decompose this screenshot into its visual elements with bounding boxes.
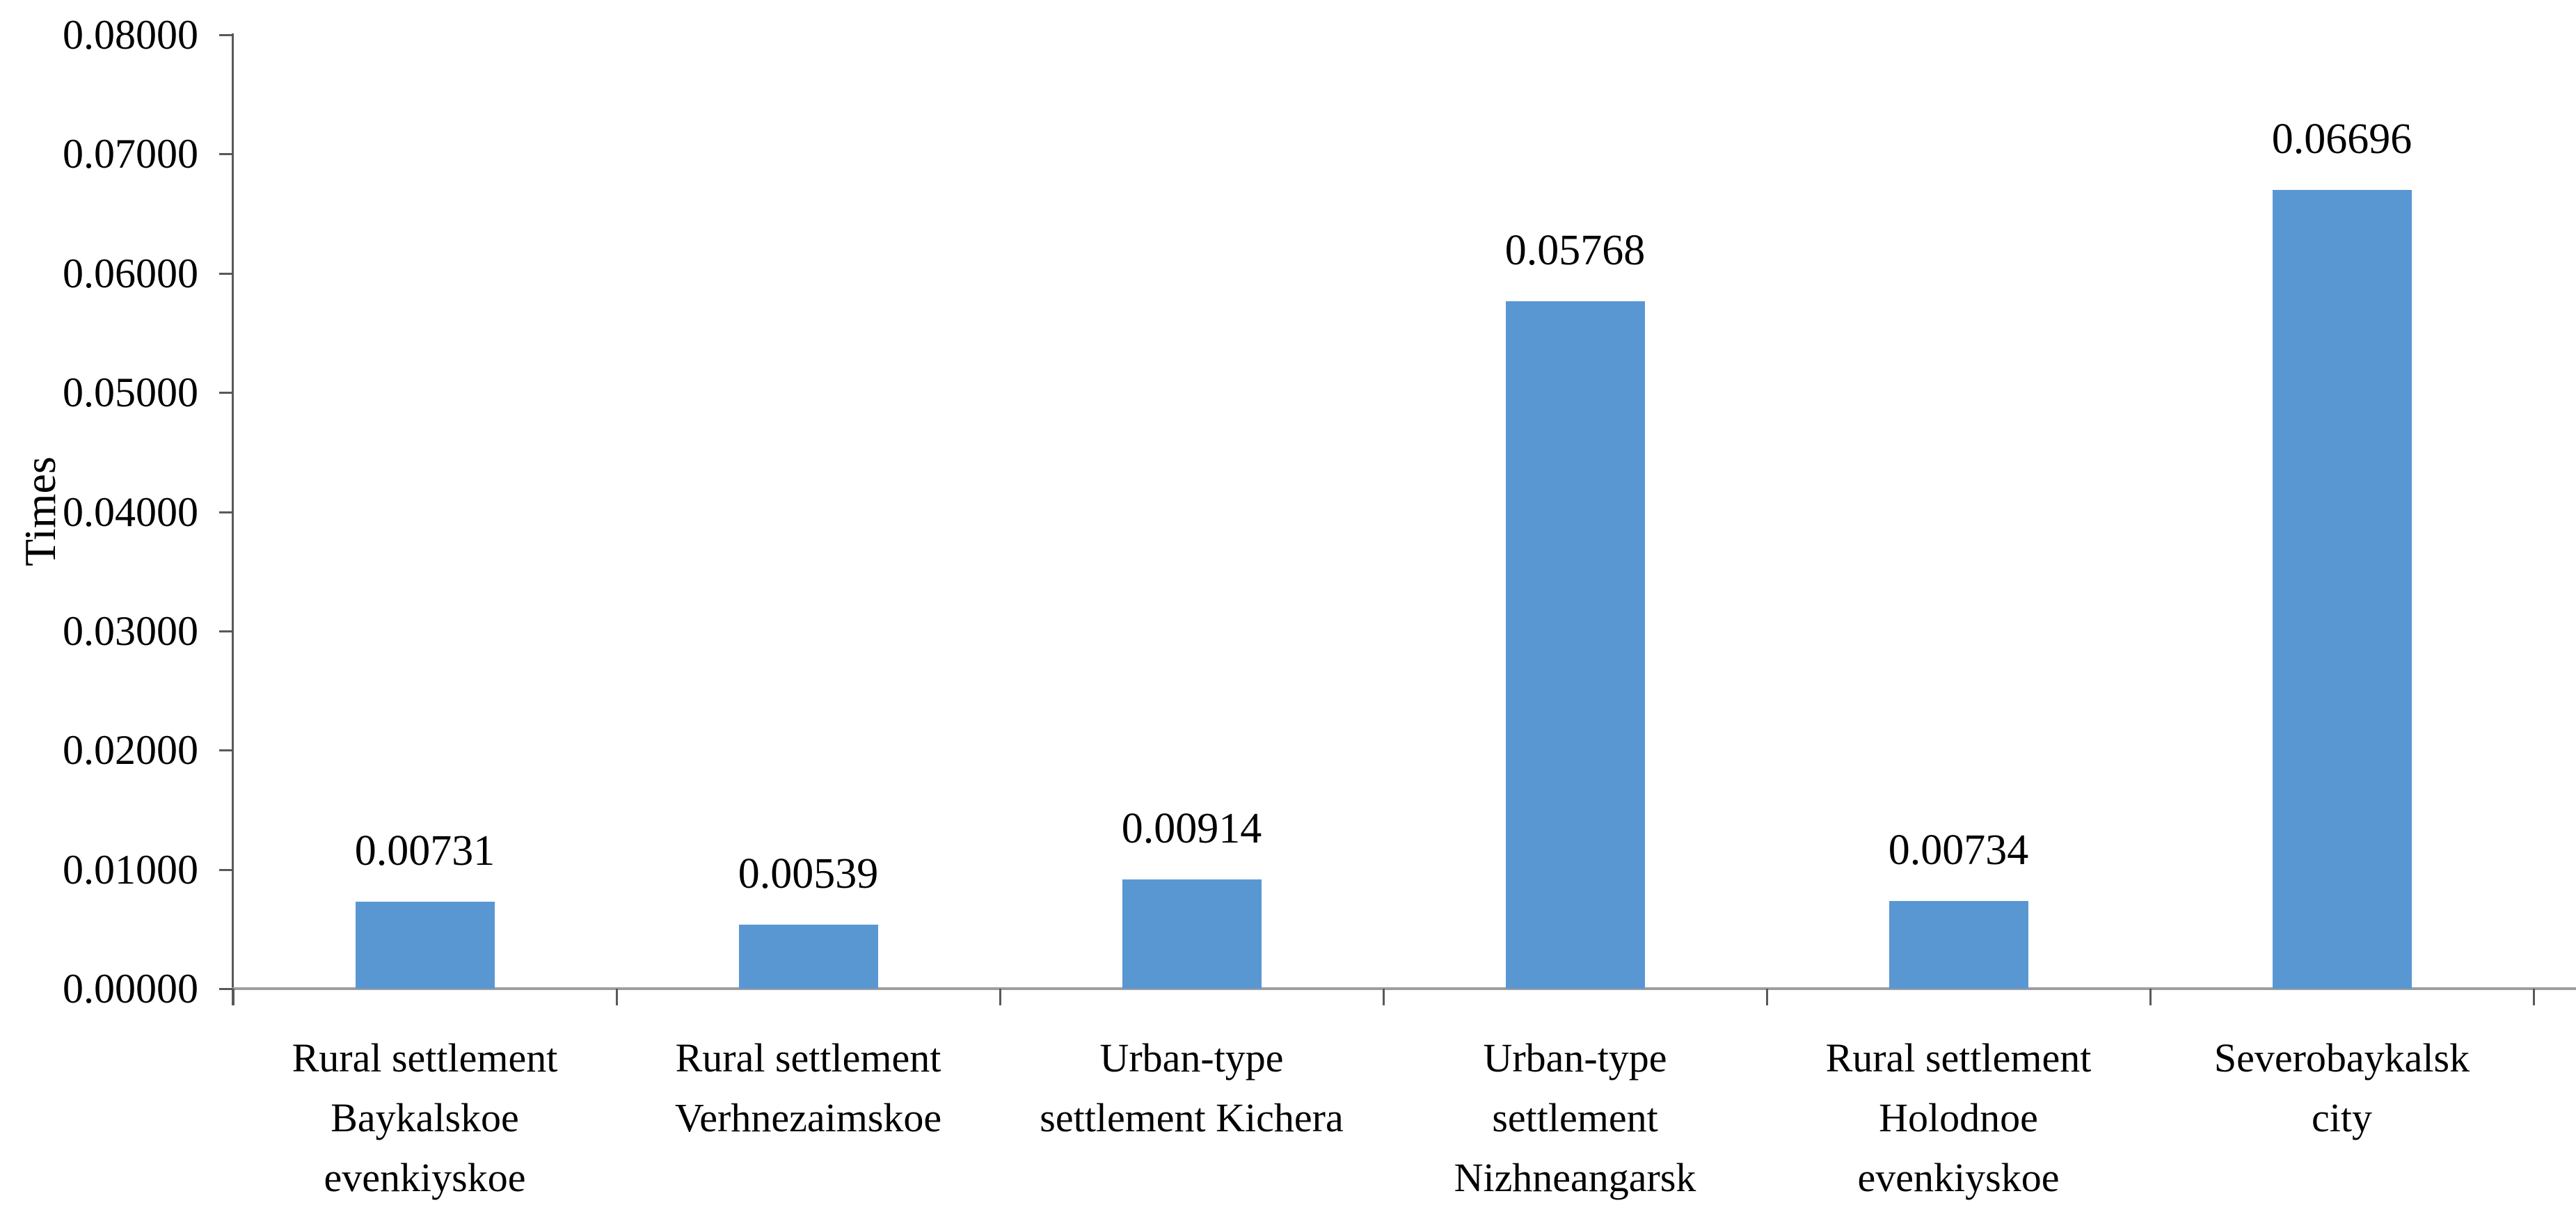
y-tick-label: 0.01000 [63, 846, 198, 893]
bar-value-label: 0.00914 [1121, 805, 1262, 853]
y-tick-mark [219, 511, 233, 513]
y-tick-label: 0.08000 [63, 12, 198, 58]
x-tick-mark [2533, 989, 2535, 1005]
x-tick-mark [1766, 989, 1768, 1005]
y-tick-label: 0.00000 [63, 966, 198, 1012]
bar-value-label: 0.00734 [1888, 827, 2029, 875]
y-tick-mark [219, 868, 233, 871]
y-tick-mark [219, 630, 233, 632]
y-tick-mark [219, 272, 233, 275]
x-axis-line [232, 987, 2576, 990]
x-tick-mark [616, 989, 618, 1005]
x-tick-mark [1383, 989, 1385, 1005]
x-category-label: Rural settlement Baykalskoe evenkiyskoe [292, 1035, 558, 1200]
bar-6 [2272, 190, 2412, 989]
x-tick-mark [2149, 989, 2152, 1005]
x-category-label: Rural settlement Holodnoe evenkiyskoe [1825, 1035, 2092, 1200]
y-axis-line [232, 33, 234, 1005]
y-tick-mark [219, 749, 233, 752]
x-category-label: Urban-type settlement Kichera [1040, 1035, 1344, 1140]
bar-3 [1122, 879, 1262, 989]
y-tick-label: 0.02000 [63, 727, 198, 774]
y-tick-label: 0.07000 [63, 131, 198, 177]
y-tick-label: 0.06000 [63, 250, 198, 296]
y-tick-mark [219, 34, 233, 36]
x-category-label: Rural settlement Verhnezaimskoe [674, 1035, 942, 1140]
bar-5 [1889, 901, 2028, 989]
x-tick-mark [232, 989, 234, 1005]
y-tick-label: 0.04000 [63, 488, 198, 535]
bar-value-label: 0.00731 [354, 827, 495, 875]
y-tick-label: 0.03000 [63, 607, 198, 654]
bar-2 [738, 924, 878, 989]
bar-1 [355, 901, 495, 989]
x-category-label: Urban-type settlement Nizhneangarsk [1454, 1035, 1696, 1200]
x-tick-mark [999, 989, 1001, 1005]
y-tick-mark [219, 988, 233, 990]
bar-4 [1505, 301, 1645, 989]
y-tick-mark [219, 392, 233, 394]
x-category-label: Severobaykalsk city [2213, 1035, 2470, 1140]
bar-value-label: 0.05768 [1504, 226, 1646, 274]
bar-value-label: 0.06696 [2271, 115, 2412, 164]
y-tick-label: 0.05000 [63, 369, 198, 416]
y-tick-mark [219, 153, 233, 156]
bar-value-label: 0.00539 [738, 850, 879, 898]
